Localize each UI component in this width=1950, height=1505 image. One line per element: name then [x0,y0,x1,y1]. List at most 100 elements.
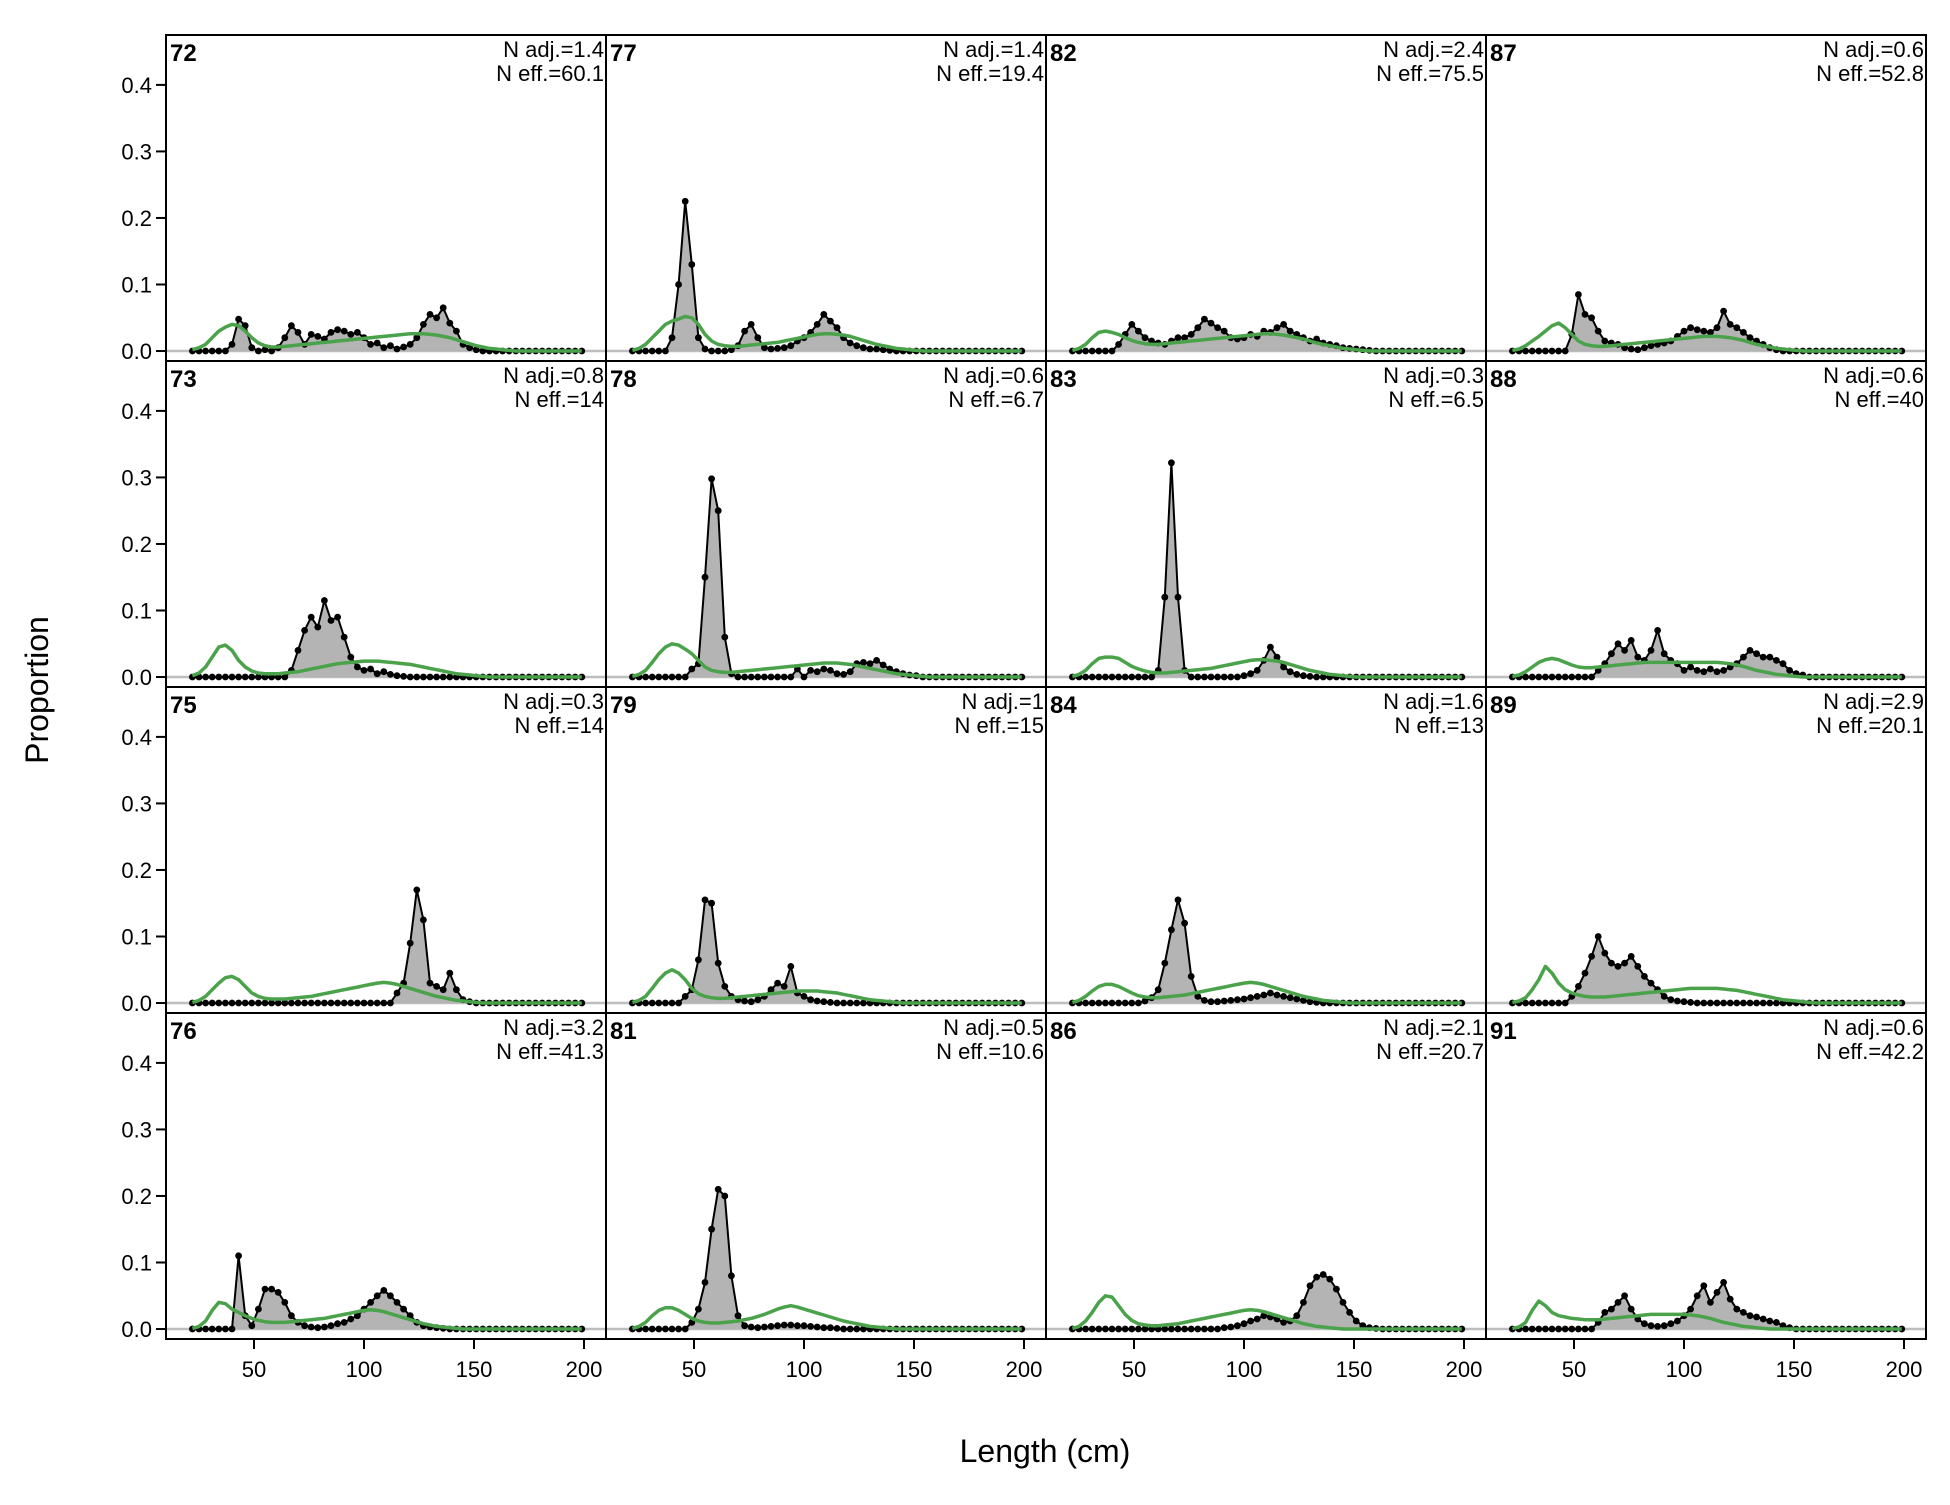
observed-point [241,673,249,681]
observed-point [228,673,236,681]
observed-point [853,999,861,1007]
observed-point [1654,1323,1661,1330]
observed-point [754,996,762,1004]
observed-point [413,886,421,894]
observed-point [268,1285,275,1293]
observed-point [446,969,454,977]
observed-point [813,668,821,676]
panel-73: 73 N adj.=0.8N eff.=14 [165,360,607,688]
observed-point [1575,291,1582,298]
observed-point [1641,1320,1648,1328]
observed-point [1352,1317,1360,1325]
n-eff-label: N eff.=20.7 [1376,1039,1484,1064]
observed-point [387,999,394,1007]
observed-point [1306,998,1314,1006]
observed-point [373,999,381,1007]
panel-label: 78 [610,366,637,393]
observed-point [1581,673,1589,681]
observed-point [721,1192,729,1200]
observed-point [446,673,454,681]
y-tick-label: 0.1 [121,272,152,297]
observed-point [202,999,210,1007]
y-tick-label: 0.2 [121,1184,152,1209]
observed-point [380,1287,388,1294]
observed-point [879,346,887,354]
observed-point [675,1325,682,1333]
observed-point [754,1324,762,1332]
panel-label: 77 [610,40,637,67]
x-tick-label: 50 [242,1357,266,1382]
observed-point [648,673,656,681]
observed-point [1726,321,1734,328]
observed-point [360,667,368,674]
observed-point [820,665,828,673]
panel-label: 89 [1490,692,1517,719]
panel-81: 81 N adj.=0.5N eff.=10.6 [605,1012,1047,1340]
panel-91: 91 N adj.=0.6N eff.=42.2 [1485,1012,1927,1340]
observed-point [741,327,748,335]
n-adj-label: N adj.=1.4 [943,37,1044,62]
observed-point [1746,334,1754,342]
observed-point [761,344,768,352]
observed-point [1187,973,1195,980]
observed-point [1680,667,1688,674]
observed-point [255,1305,262,1313]
n-adj-label: N adj.=1 [961,689,1044,714]
panel-87: 87 N adj.=0.6N eff.=52.8 [1485,34,1927,362]
observed-point [367,999,374,1007]
observed-point [681,197,689,205]
observed-point [1141,1325,1149,1333]
observed-point [1608,650,1615,658]
observed-point [688,261,696,268]
observed-point [327,617,335,624]
observed-point [1161,1325,1169,1333]
observed-point [1746,1312,1754,1320]
observed-point [294,329,302,336]
observed-point [1082,673,1089,681]
observed-point [327,1322,335,1330]
observed-point [426,673,434,681]
n-eff-label: N eff.=20.1 [1816,713,1924,738]
observed-point [1555,673,1562,681]
observed-point [268,999,275,1007]
observed-point [1286,668,1294,676]
observed-point [393,672,401,680]
observed-point [860,999,867,1007]
observed-point [433,673,440,681]
observed-point [1548,347,1556,355]
observed-area [632,899,1022,1004]
observed-point [1108,673,1116,681]
observed-point [1627,637,1635,644]
axes: 0.0 0.1 0.2 0.3 0.4 0.0 0.1 0.2 0.3 0.4 0.0 0.1 0.2 0… [121,73,1922,1382]
observed-point [1535,999,1543,1007]
observed-point [747,673,755,681]
n-eff-label: N eff.=52.8 [1816,61,1924,86]
observed-point [1561,673,1569,681]
observed-point [1227,997,1235,1004]
observed-point [1346,1309,1353,1316]
observed-point [274,999,282,1007]
observed-point [1247,670,1254,678]
observed-point [1561,1325,1569,1333]
x-tick-label: 200 [566,1357,603,1382]
n-adj-label: N adj.=0.6 [1823,37,1924,62]
observed-point [1740,329,1747,336]
observed-point [248,344,256,352]
x-tick-label: 100 [1666,1357,1703,1382]
observed-point [1720,999,1727,1007]
observed-point [307,613,315,621]
observed-point [827,317,834,325]
observed-point [827,999,834,1006]
observed-point [1555,1325,1562,1333]
panel-label: 88 [1490,366,1517,393]
observed-point [1293,1312,1301,1320]
observed-point [347,653,355,661]
observed-point [827,667,834,674]
observed-point [1088,347,1096,355]
observed-point [1102,999,1109,1007]
observed-point [354,663,361,671]
expected-line [1512,964,1902,1005]
panel-label: 79 [610,692,637,719]
observed-point [741,997,748,1005]
observed-point [453,327,460,335]
